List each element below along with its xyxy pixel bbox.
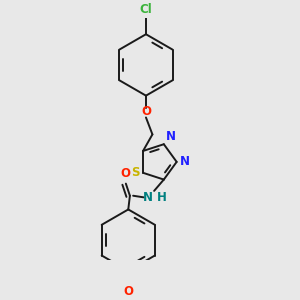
Text: O: O [121, 167, 131, 180]
Text: Cl: Cl [140, 3, 152, 16]
Text: S: S [131, 166, 140, 179]
Text: N: N [143, 191, 153, 204]
Text: N: N [180, 155, 190, 168]
Text: N: N [165, 130, 176, 142]
Text: H: H [158, 191, 167, 204]
Text: O: O [141, 105, 151, 118]
Text: O: O [123, 285, 133, 298]
